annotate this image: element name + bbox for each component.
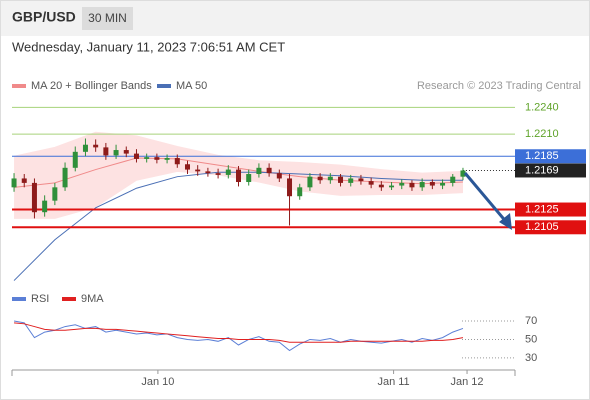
timeframe-button[interactable] (82, 7, 133, 30)
candle-body (348, 178, 354, 183)
candle-body (389, 185, 395, 188)
candle-body (164, 158, 170, 160)
candle-body (399, 182, 405, 186)
candle-body (429, 182, 435, 186)
candle-body (246, 174, 252, 183)
legend-swatch (12, 84, 26, 88)
candle-body (195, 169, 201, 172)
candle-body (82, 144, 88, 152)
x-tick-label: Jan 11 (377, 376, 409, 388)
candle-body (450, 176, 456, 183)
level-label-box (515, 163, 586, 178)
candle-body (11, 178, 17, 188)
candle-body (338, 176, 344, 183)
candle-body (440, 182, 446, 186)
source: Research © 2023 Trading Central (417, 80, 581, 92)
rsi-tick-label: 50 (525, 333, 537, 345)
candle-body (215, 173, 221, 175)
candle-body (205, 171, 211, 174)
legend-label: MA 50 (176, 80, 207, 92)
candle-body (378, 184, 384, 188)
candle-body (174, 158, 180, 165)
candle-body (93, 144, 99, 148)
rsi-tick-label: 30 (525, 352, 537, 364)
level-label: 1.2105 (525, 221, 559, 233)
level-label: 1.2169 (525, 164, 559, 176)
level-label: 1.2240 (525, 101, 559, 113)
candle-body (31, 182, 37, 213)
candle-body (62, 167, 68, 188)
level-label: 1.2210 (525, 128, 559, 140)
candle-body (276, 173, 282, 179)
legend-swatch (12, 297, 26, 301)
candle-body (42, 200, 48, 213)
level-label: 1.2125 (525, 203, 559, 215)
candle-body (52, 187, 58, 201)
rsi-tick-label: 70 (525, 315, 537, 327)
candle-body (327, 176, 333, 181)
legend-swatch (62, 297, 76, 301)
timeframe-label[interactable]: 30 MIN (88, 11, 127, 25)
candle-body (154, 157, 160, 160)
candle-body (72, 151, 78, 168)
candle-body (256, 167, 262, 175)
rsi-ma-line (13, 322, 464, 343)
candle-body (287, 178, 293, 197)
level-label-box (515, 149, 586, 164)
forecast-arrow-head (499, 213, 512, 230)
candle-body (184, 164, 190, 170)
level-label: 1.2185 (525, 150, 559, 162)
legend-label: RSI (31, 293, 49, 305)
legend-label: MA 20 + Bollinger Bands (31, 80, 152, 92)
candle-body (266, 167, 272, 174)
x-tick-label: Jan 10 (141, 376, 174, 388)
candle-body (317, 176, 323, 181)
legend-swatch (157, 84, 171, 88)
bollinger-upper (13, 131, 463, 174)
rsi-line (13, 320, 464, 352)
level-label-box (515, 220, 586, 235)
candle-body (123, 150, 129, 154)
candle-body (307, 176, 313, 188)
candle-body (113, 150, 119, 156)
x-tick-label: Jan 12 (451, 376, 484, 388)
candle-body (225, 169, 231, 175)
candle-body (368, 181, 374, 185)
candle-body (21, 178, 27, 183)
symbol-title: GBP/USD (12, 9, 76, 25)
candle-body (460, 170, 466, 177)
date-subtitle: Wednesday, January 11, 2023 7:06:51 AM C… (12, 39, 285, 54)
candle-body (297, 187, 303, 197)
candle-body (419, 182, 425, 188)
candle-body (358, 178, 364, 182)
candle-body (144, 157, 150, 159)
forecast-arrow (463, 172, 510, 225)
level-label-box (515, 202, 586, 217)
candle-body (133, 153, 139, 159)
candle-body (409, 182, 415, 188)
candle-body (103, 147, 109, 156)
legend-label: 9MA (81, 293, 104, 305)
candle-body (236, 169, 242, 183)
